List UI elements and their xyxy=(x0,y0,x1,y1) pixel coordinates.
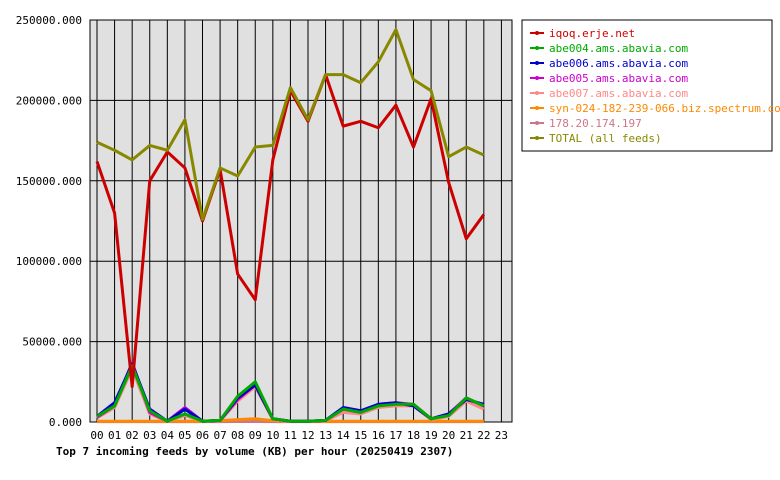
y-tick-label: 250000.000 xyxy=(16,14,82,27)
series-lines xyxy=(95,28,486,424)
x-tick-label: 17 xyxy=(389,429,402,442)
x-tick-label: 09 xyxy=(249,429,262,442)
y-tick-label: 150000.000 xyxy=(16,175,82,188)
legend-marker xyxy=(535,121,539,125)
y-axis-labels: 0.000 50000.000 100000.000 150000.000 200000… xyxy=(16,14,82,429)
chart-title: Top 7 incoming feeds by volume (KB) per … xyxy=(56,445,453,458)
x-tick-label: 20 xyxy=(442,429,455,442)
legend-marker xyxy=(535,136,539,140)
y-tick-label: 0.000 xyxy=(49,416,82,429)
plot-area xyxy=(89,19,513,423)
x-tick-label: 16 xyxy=(372,429,385,442)
x-tick-label: 10 xyxy=(266,429,279,442)
legend-marker xyxy=(535,106,539,110)
legend-entry: abe007.ams.abavia.com xyxy=(549,87,688,100)
x-tick-label: 04 xyxy=(161,429,175,442)
legend-marker xyxy=(535,46,539,50)
legend-entry: abe005.ams.abavia.com xyxy=(549,72,688,85)
x-tick-label: 19 xyxy=(424,429,437,442)
legend: iqoq.erje.net abe004.ams.abavia.com abe006… xyxy=(521,19,780,152)
legend-marker xyxy=(535,31,539,35)
legend-box xyxy=(521,19,773,152)
legend-entry: syn-024-182-239-066.biz.spectrum.com xyxy=(549,102,780,115)
x-tick-label: 14 xyxy=(337,429,351,442)
legend-entry: 178.20.174.197 xyxy=(549,117,642,130)
series-line-1 xyxy=(96,364,485,423)
x-tick-label: 07 xyxy=(213,429,226,442)
legend-marker xyxy=(535,91,539,95)
x-tick-label: 05 xyxy=(178,429,191,442)
x-tick-label: 12 xyxy=(301,429,314,442)
y-tick-label: 50000.000 xyxy=(22,336,82,349)
x-tick-label: 18 xyxy=(407,429,420,442)
legend-entry: iqoq.erje.net xyxy=(549,27,635,40)
legend-entry: abe006.ams.abavia.com xyxy=(549,57,688,70)
x-tick-label: 22 xyxy=(477,429,490,442)
y-tick-label: 200000.000 xyxy=(16,94,82,107)
legend-marker xyxy=(535,61,539,65)
legend-entry: TOTAL (all feeds) xyxy=(549,132,662,145)
x-tick-label: 00 xyxy=(90,429,103,442)
x-tick-label: 02 xyxy=(126,429,139,442)
x-tick-label: 06 xyxy=(196,429,209,442)
x-tick-label: 03 xyxy=(143,429,156,442)
x-axis-labels: 00 01 02 03 04 05 06 07 08 09 10 11 12 13 14 15 16 17 18 19… xyxy=(90,429,508,442)
x-tick-label: 21 xyxy=(460,429,473,442)
x-tick-label: 01 xyxy=(108,429,121,442)
x-tick-label: 08 xyxy=(231,429,244,442)
x-tick-label: 13 xyxy=(319,429,332,442)
x-tick-label: 11 xyxy=(284,429,297,442)
legend-entry: abe004.ams.abavia.com xyxy=(549,42,688,55)
x-tick-label: 23 xyxy=(495,429,508,442)
x-tick-label: 15 xyxy=(354,429,367,442)
series-line-7 xyxy=(96,28,485,221)
y-tick-label: 100000.000 xyxy=(16,255,82,268)
legend-marker xyxy=(535,76,539,80)
